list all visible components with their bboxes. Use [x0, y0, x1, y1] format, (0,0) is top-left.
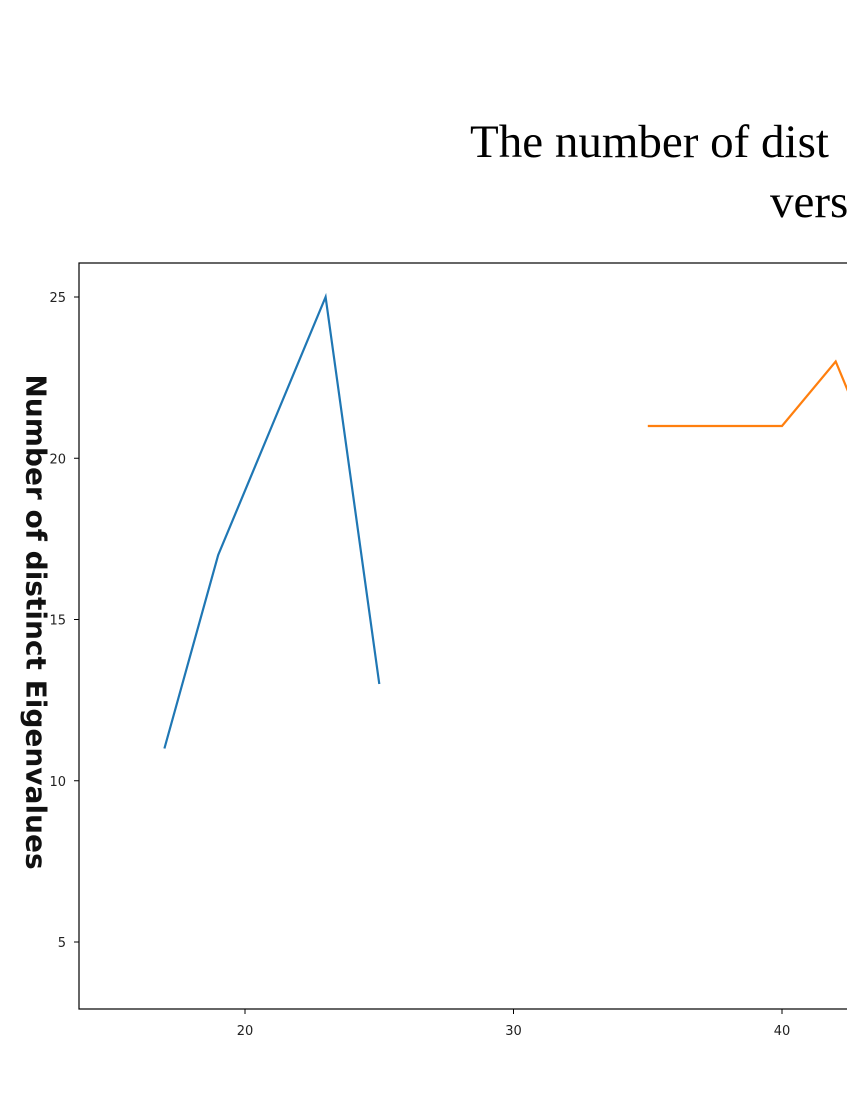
x-tick-label: 40	[774, 1024, 791, 1039]
y-tick-label: 5	[58, 936, 66, 951]
plot-frame	[78, 262, 847, 1010]
series-line-2	[647, 359, 847, 428]
x-tick-label: 30	[505, 1024, 522, 1039]
y-tick-label: 10	[49, 775, 66, 790]
series-line-1	[163, 292, 381, 749]
plot-axes	[78, 262, 847, 1010]
chart-title-line-1: The number of dist	[470, 116, 829, 168]
chart-title: The number of dist vers	[470, 112, 847, 232]
chart-title-line-2: vers	[770, 176, 847, 228]
x-tick-label: 20	[237, 1024, 254, 1039]
y-tick-label: 25	[49, 291, 66, 306]
plot-ticks: 20 30 40 5 10 15 20 25	[49, 291, 790, 1039]
y-tick-label: 20	[49, 452, 66, 467]
plot-series	[163, 292, 847, 749]
y-tick-label: 15	[49, 614, 66, 629]
